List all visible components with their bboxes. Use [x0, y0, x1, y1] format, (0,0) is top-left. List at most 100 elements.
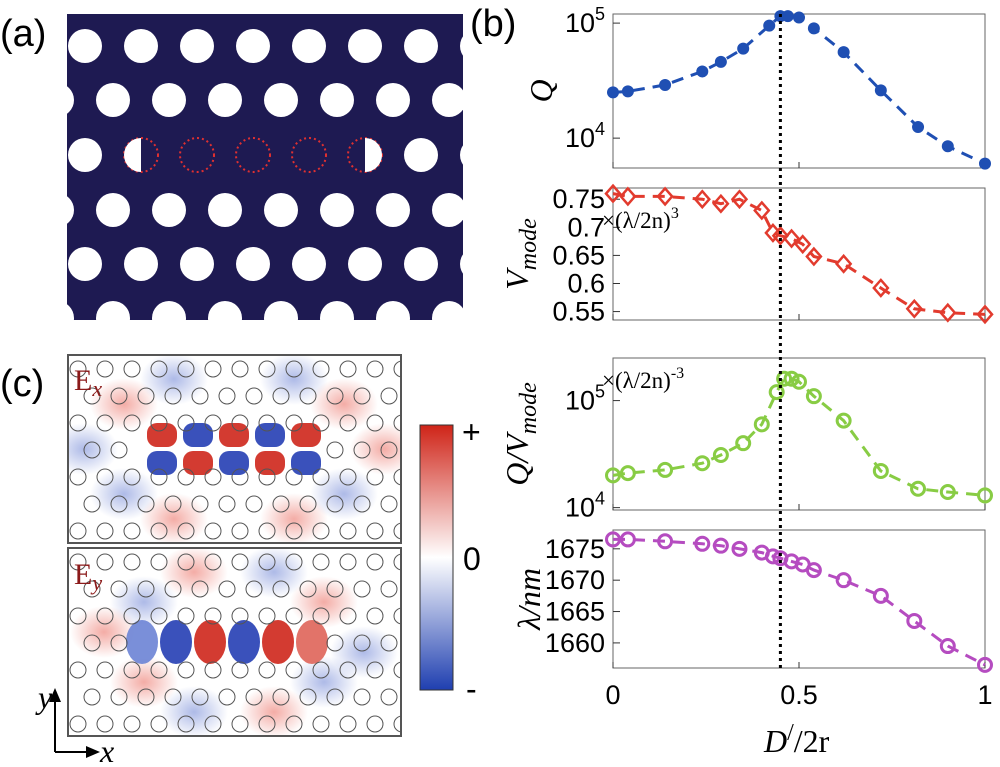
hole-outline: [393, 607, 400, 625]
field-antinode: [126, 620, 158, 664]
hole-outline: [326, 634, 344, 652]
hole-outline: [231, 522, 249, 540]
hole-outline: [204, 553, 222, 571]
field-lobe: [140, 356, 208, 405]
hole-outline: [285, 468, 303, 486]
data-point: [712, 537, 729, 554]
data-point: [619, 186, 637, 207]
hole-outline: [123, 553, 141, 571]
y-axis-label: Vmode: [499, 218, 542, 290]
panel-label-a: (a): [0, 13, 46, 55]
data-point: [731, 540, 748, 557]
air-hole: [180, 29, 214, 63]
field-antinode: [255, 423, 285, 447]
data-point: [939, 483, 956, 500]
colorbar-minus: -: [466, 671, 477, 707]
hole-outline: [137, 580, 155, 598]
hole-outline: [231, 414, 249, 432]
data-point: [656, 186, 674, 207]
air-hole: [180, 247, 214, 281]
data-point: [753, 416, 770, 433]
air-hole: [432, 83, 463, 117]
hole-outline: [366, 414, 384, 432]
hole-outline: [150, 661, 168, 679]
hole-outline: [380, 387, 398, 405]
hole-outline: [177, 661, 195, 679]
y-tick-label: 104: [565, 119, 605, 153]
hole-outline: [123, 607, 141, 625]
hole-outline: [339, 522, 357, 540]
data-point: [604, 183, 622, 204]
x-arrow-head: [86, 746, 100, 758]
data-point: [912, 120, 925, 133]
hole-outline: [258, 468, 276, 486]
hole-outline: [204, 715, 222, 733]
hole-outline: [272, 387, 290, 405]
shifted-half-hole: [365, 138, 382, 172]
hole-outline: [245, 387, 263, 405]
hole-outline: [366, 522, 384, 540]
hole-outline: [69, 553, 87, 571]
air-hole: [320, 83, 354, 117]
data-point: [872, 462, 889, 479]
hole-outline: [204, 661, 222, 679]
x-tick-label: 0.5: [780, 680, 818, 710]
data-point: [737, 42, 750, 55]
hole-outline: [366, 607, 384, 625]
hole-outline: [218, 387, 236, 405]
y-tick-label: 0.6: [567, 268, 605, 298]
hole-outline: [353, 387, 371, 405]
hole-outline: [380, 441, 398, 459]
hole-outline: [110, 688, 128, 706]
y-tick-label: 0.7: [567, 212, 605, 242]
y-tick-label: 0.75: [552, 184, 605, 214]
hole-outline: [204, 360, 222, 378]
shifted-half-hole: [124, 138, 141, 172]
air-hole: [348, 29, 382, 63]
hole-outline: [393, 661, 400, 679]
cavity-hole-outline: [179, 137, 215, 173]
air-hole: [264, 83, 298, 117]
data-point: [659, 78, 672, 91]
air-hole: [292, 247, 326, 281]
data-point: [694, 535, 711, 552]
hole-outline: [312, 607, 330, 625]
plot-frame: [612, 13, 986, 169]
hole-outline: [393, 553, 400, 571]
field-lobe: [90, 378, 158, 430]
hole-outline: [245, 495, 263, 513]
hole-outline: [258, 715, 276, 733]
y-axis-label: Q: [523, 79, 559, 102]
hole-outline: [123, 468, 141, 486]
hole-outline: [326, 580, 344, 598]
data-point: [977, 656, 993, 673]
field-antinode: [160, 620, 192, 664]
data-point: [905, 298, 923, 319]
field-lobe: [160, 549, 228, 598]
hole-outline: [353, 441, 371, 459]
hole-outline: [366, 715, 384, 733]
hole-outline: [110, 580, 128, 598]
hole-outline: [312, 468, 330, 486]
hole-outline: [231, 661, 249, 679]
y-tick-label: 105: [565, 382, 605, 416]
y-tick-label: 1665: [545, 597, 605, 627]
field-antinode: [262, 620, 294, 664]
data-point: [714, 55, 727, 68]
data-point: [805, 562, 822, 579]
air-hole: [460, 254, 463, 274]
hole-outline: [339, 360, 357, 378]
hole-outline: [110, 495, 128, 513]
hole-outline: [177, 607, 195, 625]
hole-outline: [150, 715, 168, 733]
hole-outline: [150, 522, 168, 540]
hole-outline: [204, 414, 222, 432]
air-hole: [208, 193, 242, 227]
hole-outline: [150, 360, 168, 378]
data-point: [805, 246, 823, 267]
field-lobe: [240, 686, 308, 735]
data-point: [768, 384, 785, 401]
hole-outline: [96, 468, 114, 486]
data-point: [621, 85, 634, 98]
ey-hole-outlines: [69, 553, 400, 733]
